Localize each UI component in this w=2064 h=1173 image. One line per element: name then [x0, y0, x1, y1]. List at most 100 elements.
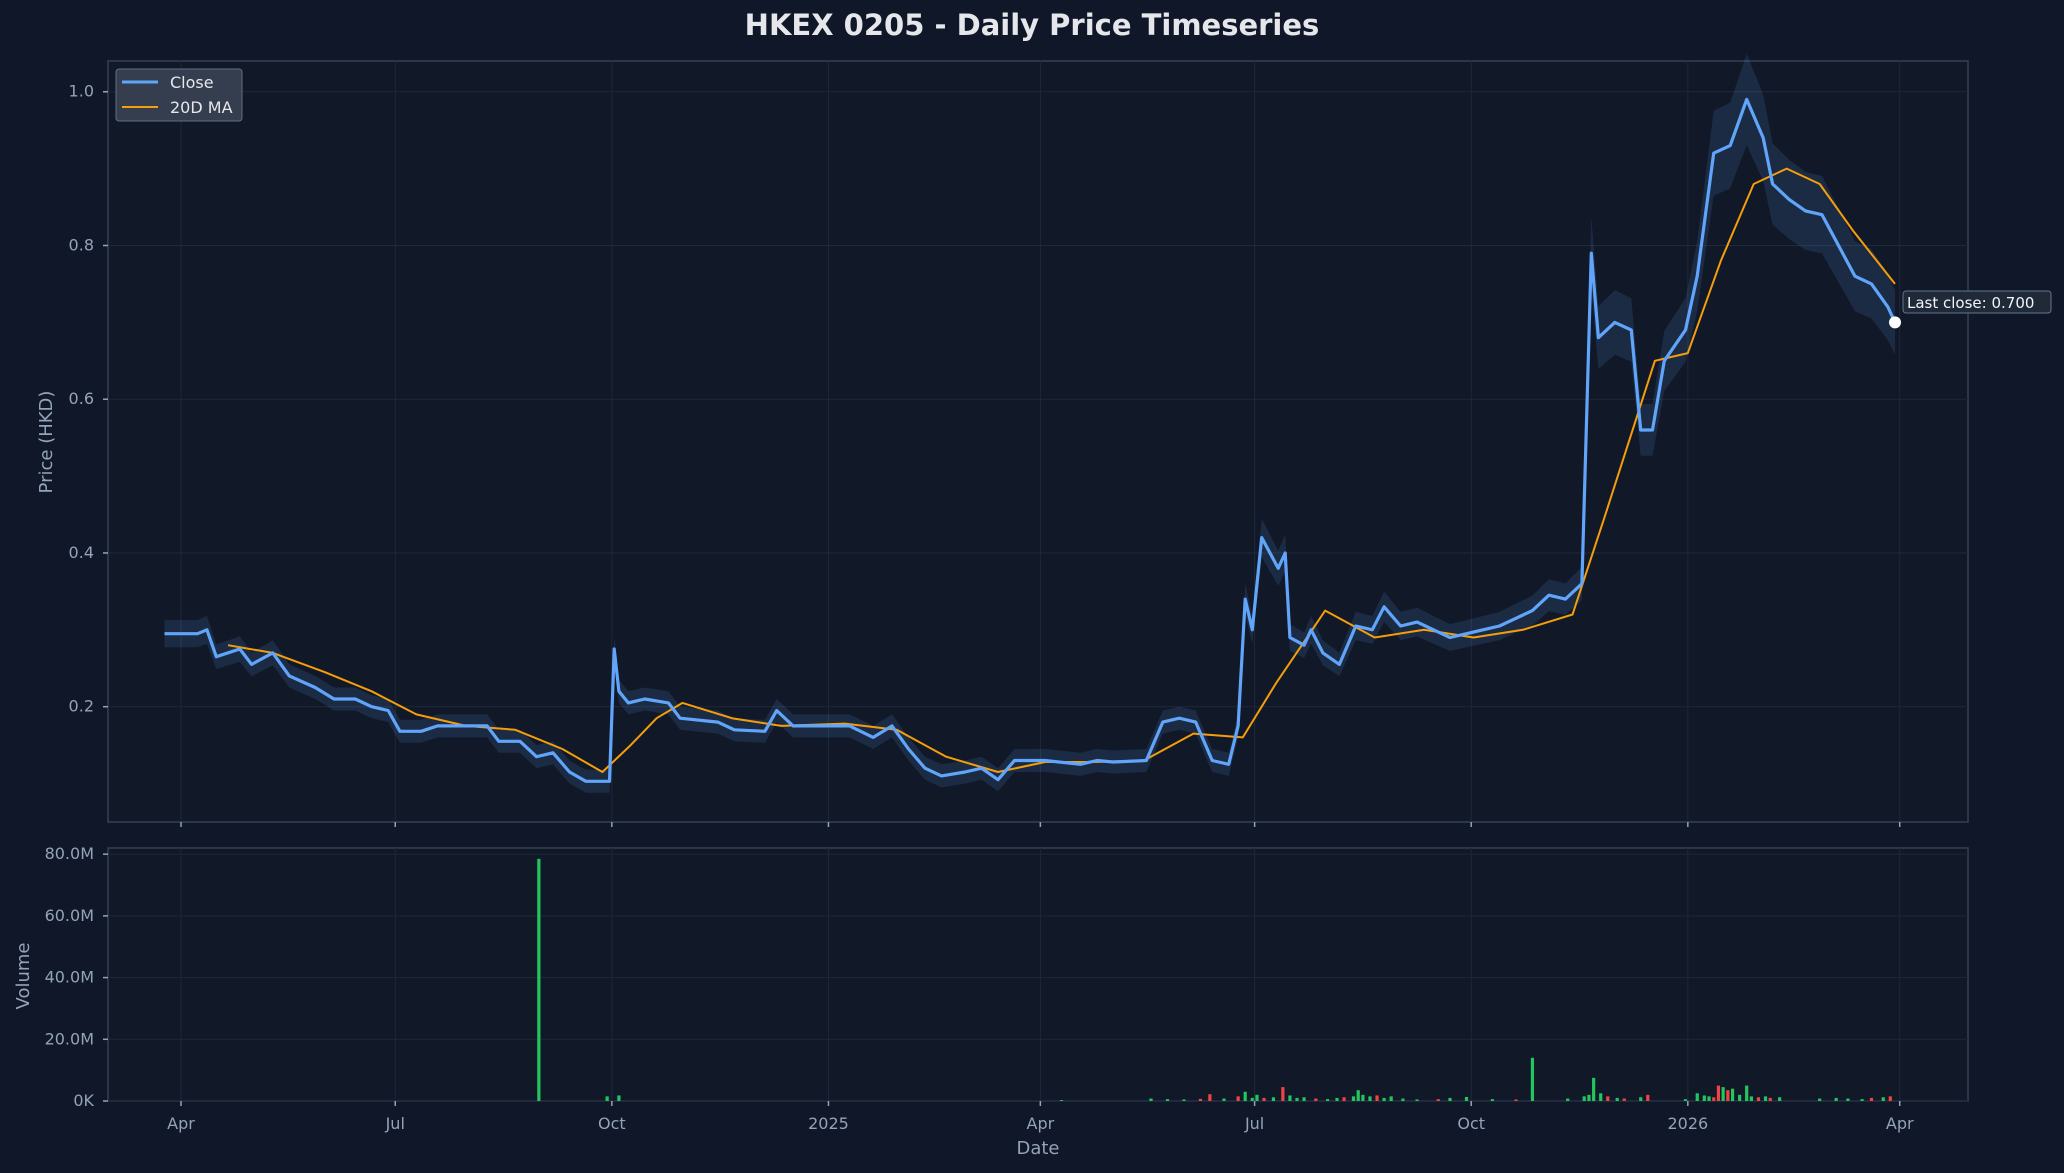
volume-bar — [1368, 1096, 1372, 1101]
annotation-text: Last close: 0.700 — [1907, 294, 2034, 312]
x-tick-label: Oct — [598, 1114, 626, 1133]
volume-y-tick-label: 20.0M — [45, 1029, 94, 1048]
volume-bar — [1707, 1096, 1711, 1101]
volume-bar — [1695, 1093, 1699, 1101]
x-tick-label: Oct — [1457, 1114, 1485, 1133]
x-tick-label: Apr — [167, 1114, 195, 1133]
volume-bar — [1375, 1095, 1379, 1101]
volume-bar — [1615, 1097, 1619, 1101]
volume-bar — [1712, 1097, 1716, 1101]
volume-bar — [1646, 1094, 1650, 1101]
volume-bar — [1818, 1098, 1822, 1101]
axis-layer: Apr Jul Oct 2025 Apr Jul Oct 2026 Apr 0.2 0.4 0.6 0.… — [45, 82, 1914, 1133]
volume-bar — [1587, 1094, 1591, 1101]
volume-bar — [1448, 1097, 1452, 1101]
volume-bar — [1721, 1087, 1725, 1101]
volume-bar — [1382, 1097, 1386, 1101]
volume-bar — [1401, 1098, 1405, 1101]
volume-y-tick-label: 60.0M — [45, 906, 94, 925]
volume-bar — [1281, 1087, 1285, 1101]
volume-bar — [1198, 1098, 1203, 1101]
volume-bar — [1881, 1097, 1885, 1101]
volume-bar — [1464, 1096, 1469, 1101]
volume-bar — [1530, 1057, 1535, 1101]
volume-bar — [1606, 1096, 1610, 1101]
volume-bar — [1356, 1090, 1360, 1101]
volume-bar — [1716, 1085, 1721, 1101]
close-price-line — [164, 97, 1897, 783]
volume-bar — [1749, 1096, 1753, 1101]
last-close-annotation: Last close: 0.700 — [1902, 290, 2052, 314]
volume-bar — [1514, 1099, 1518, 1101]
volume-bar — [605, 1096, 609, 1101]
volume-bar — [1768, 1097, 1772, 1101]
volume-bar — [1389, 1096, 1393, 1101]
volume-bar — [1222, 1098, 1226, 1101]
volume-bar — [1738, 1094, 1742, 1101]
volume-bar — [1208, 1094, 1212, 1101]
price-ylabel: Price (HKD) — [36, 391, 57, 494]
volume-bar — [1639, 1097, 1643, 1101]
x-tick-label: Apr — [1886, 1114, 1914, 1133]
volume-bar — [1165, 1099, 1170, 1101]
volume-bar — [1335, 1097, 1339, 1101]
volume-bar — [1271, 1097, 1276, 1101]
volume-bar — [1763, 1096, 1768, 1101]
volume-y-tick-label: 40.0M — [45, 968, 94, 987]
volume-bar — [1726, 1090, 1730, 1101]
legend-close-label: Close — [170, 73, 214, 92]
volume-bar — [1566, 1098, 1570, 1101]
volume-bar — [617, 1095, 621, 1101]
price-y-tick-label: 0.8 — [69, 235, 94, 254]
volume-bar — [1243, 1091, 1247, 1101]
x-tick-label: 2026 — [1667, 1114, 1708, 1133]
volume-bar — [1314, 1098, 1318, 1101]
volume-bar — [1888, 1096, 1892, 1101]
volume-bar — [1361, 1094, 1365, 1101]
volume-bar — [1702, 1095, 1706, 1101]
chart-title: HKEX 0205 - Daily Price Timeseries — [744, 8, 1320, 42]
volume-bar — [1302, 1097, 1306, 1101]
volume-bar — [1582, 1096, 1586, 1101]
volume-bar — [1490, 1099, 1495, 1101]
volume-bar — [1295, 1097, 1299, 1101]
volume-bar — [1756, 1097, 1761, 1101]
volume-bar — [1846, 1098, 1850, 1101]
x-tick-label: Jul — [385, 1114, 405, 1133]
price-range-band — [164, 53, 1895, 793]
volume-y-tick-label: 80.0M — [45, 844, 94, 863]
volume-bar — [1778, 1097, 1782, 1101]
x-tick-label: Jul — [1244, 1114, 1264, 1133]
annotation-box — [1902, 290, 2052, 314]
volume-bar — [1351, 1096, 1356, 1101]
volume-ylabel: Volume — [13, 943, 34, 1010]
price-y-tick-label: 0.4 — [69, 543, 94, 562]
legend: Close 20D MA — [115, 68, 243, 122]
volume-layer — [537, 858, 1892, 1101]
volume-bar — [1869, 1097, 1874, 1101]
volume-bar — [1250, 1097, 1254, 1101]
price-y-tick-label: 0.2 — [69, 697, 94, 716]
price-panel-frame — [107, 60, 1969, 823]
volume-bar — [1288, 1095, 1292, 1101]
line-layer — [164, 53, 1902, 793]
volume-bar — [1622, 1098, 1626, 1101]
volume-bar — [1325, 1099, 1330, 1101]
last-close-marker — [1889, 316, 1902, 329]
volume-y-tick-label: 0K — [73, 1091, 94, 1110]
price-y-tick-label: 1.0 — [69, 82, 94, 101]
volume-bar — [1436, 1099, 1440, 1101]
legend-ma-label: 20D MA — [170, 98, 233, 117]
price-y-tick-label: 0.6 — [69, 389, 94, 408]
volume-bar — [1255, 1094, 1259, 1101]
volume-bar — [1262, 1097, 1266, 1101]
volume-bar — [1730, 1088, 1735, 1101]
volume-bar — [537, 858, 541, 1101]
volume-bar — [1059, 1100, 1064, 1101]
volume-bar — [1182, 1099, 1186, 1101]
x-axis-label: Date — [1016, 1138, 1059, 1159]
x-tick-label: 2025 — [808, 1114, 849, 1133]
volume-bar — [1599, 1093, 1603, 1101]
